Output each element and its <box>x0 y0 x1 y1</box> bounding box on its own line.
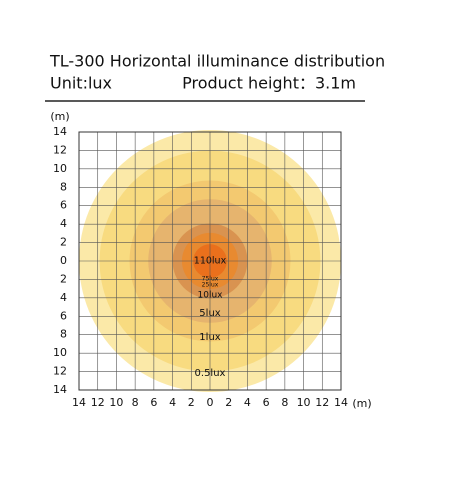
ring-label: 110lux <box>194 256 227 267</box>
x-tick-label: 14 <box>334 396 348 409</box>
y-tick-label: 4 <box>60 291 67 304</box>
x-tick-label: 8 <box>281 396 288 409</box>
chart-title: TL-300 Horizontal illuminance distributi… <box>49 52 385 71</box>
x-tick-label: 6 <box>150 396 157 409</box>
y-tick-label: 4 <box>60 217 67 230</box>
height-label: Product height：3.1m <box>182 74 356 93</box>
plot-frame <box>78 131 342 391</box>
x-tick-label: 12 <box>91 396 105 409</box>
x-tick-label: 2 <box>225 396 232 409</box>
y-tick-label: 8 <box>60 180 67 193</box>
y-tick-label: 2 <box>60 272 67 285</box>
ring-label: 10lux <box>198 291 224 301</box>
y-tick-label: 2 <box>60 236 67 249</box>
y-tick-label: 10 <box>53 162 67 175</box>
x-tick-label: 8 <box>132 396 139 409</box>
y-tick-label: 12 <box>53 143 67 156</box>
x-tick-label: 10 <box>109 396 123 409</box>
x-tick-label: 2 <box>188 396 195 409</box>
x-tick-label: 6 <box>263 396 270 409</box>
ring-label: 1lux <box>199 332 220 343</box>
y-tick-label: 14 <box>53 383 67 396</box>
y-tick-label: 0 <box>60 254 67 267</box>
y-tick-label: 6 <box>60 309 67 322</box>
x-tick-label: 4 <box>244 396 251 409</box>
x-tick-label: 14 <box>72 396 86 409</box>
y-tick-label: 10 <box>53 346 67 359</box>
ring-label: 0.5lux <box>195 368 226 379</box>
x-tick-label: 4 <box>169 396 176 409</box>
x-tick-label: 10 <box>297 396 311 409</box>
x-unit: (m) <box>352 397 371 410</box>
y-tick-label: 14 <box>53 125 67 138</box>
unit-label: Unit:lux <box>50 74 112 93</box>
x-tick-label: 12 <box>315 396 329 409</box>
y-tick-label: 6 <box>60 199 67 212</box>
ring-label: 25lux <box>202 282 219 289</box>
y-tick-label: 12 <box>53 365 67 378</box>
x-tick-label: 0 <box>207 396 214 409</box>
ring-label: 75lux <box>202 276 219 283</box>
y-unit: (m) <box>50 110 69 123</box>
y-tick-label: 8 <box>60 328 67 341</box>
ring-label: 5lux <box>199 308 220 319</box>
